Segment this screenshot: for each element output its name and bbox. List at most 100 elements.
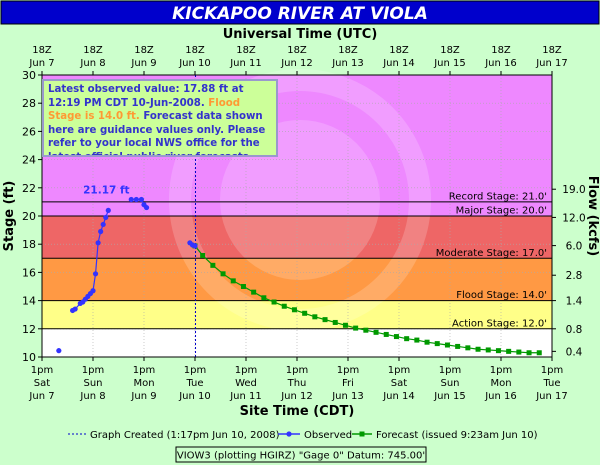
bottom-tick-day: Tue	[542, 378, 560, 389]
forecast-point	[465, 345, 471, 351]
top-tick-date: Jun 14	[382, 58, 415, 69]
y-tick-label: 22	[22, 182, 36, 195]
forecast-point	[495, 348, 501, 354]
top-tick-date: Jun 11	[229, 58, 262, 69]
top-tick-hour: 18Z	[491, 45, 511, 56]
observed-point	[100, 221, 106, 228]
top-tick-date: Jun 15	[433, 58, 466, 69]
y-tick-label: 28	[22, 97, 36, 110]
top-axis-label: Universal Time (UTC)	[223, 27, 378, 42]
observed-series	[56, 196, 198, 354]
bottom-tick-time: 1pm	[286, 365, 308, 376]
top-tick-hour: 18Z	[440, 45, 460, 56]
forecast-point	[281, 303, 287, 309]
bottom-axis-ticks: 1pm Sat Jun 7 1pm Sun Jun 8 1pm Mon Jun 9 1pm Tue J…	[28, 357, 568, 402]
stage-label: Flood Stage: 14.0'	[456, 290, 547, 301]
bottom-tick-time: 1pm	[184, 365, 206, 376]
forecast-point	[485, 347, 491, 353]
bottom-tick-date: Jun 9	[130, 391, 156, 402]
observed-point	[95, 240, 101, 246]
title-bar	[0, 0, 600, 25]
forecast-point	[312, 314, 318, 320]
bottom-tick-time: 1pm	[31, 365, 53, 376]
top-tick-date: Jun 16	[484, 58, 517, 69]
forecast-point	[373, 329, 379, 335]
bottom-tick-day: Wed	[235, 378, 257, 389]
bottom-tick-time: 1pm	[388, 365, 410, 376]
y2-axis-label: Flow (kcfs)	[585, 176, 600, 256]
bottom-tick-date: Jun 16	[484, 391, 517, 402]
observed-point	[92, 271, 99, 277]
forecast-point	[444, 342, 450, 348]
observed-point	[90, 288, 96, 294]
info-note: Latest observed value: 17.88 ft at 12:19…	[42, 79, 278, 157]
stage-label: Major Stage: 20.0'	[456, 206, 547, 217]
y2-tick-label: 0.4	[566, 346, 583, 358]
forecast-point	[434, 341, 440, 347]
forecast-point	[261, 295, 267, 301]
observed-point	[56, 348, 62, 354]
forecast-point	[230, 278, 236, 284]
footer-box	[175, 446, 427, 463]
note-flood-stage-text: Flood Stage is 14.0 ft.	[48, 97, 241, 123]
legend-forecast-label: Forecast (issued 9:23am Jun 10)	[376, 430, 538, 441]
y-tick-label: 20	[22, 210, 36, 223]
top-tick-date: Jun 9	[130, 58, 156, 69]
stage-label: Moderate Stage: 17.0'	[436, 248, 547, 259]
top-tick-hour: 18Z	[83, 45, 103, 56]
top-tick-hour: 18Z	[185, 45, 205, 56]
bottom-tick-time: 1pm	[541, 365, 563, 376]
y-tick-label: 14	[22, 295, 36, 308]
forecast-point	[536, 350, 542, 356]
forecast-point	[393, 334, 399, 340]
forecast-point	[363, 327, 369, 333]
forecast-point	[332, 319, 338, 325]
y-axis-label: Stage (ft)	[2, 181, 17, 252]
stage-label: Record Stage: 21.0'	[449, 191, 547, 202]
observed-point	[105, 207, 111, 213]
forecast-point	[342, 322, 348, 328]
bottom-tick-date: Jun 11	[229, 391, 262, 402]
record-major-band	[42, 201, 552, 216]
y-tick-label: 16	[22, 266, 36, 279]
y-tick-label: 10	[22, 351, 36, 364]
y-tick-label: 18	[22, 238, 36, 251]
observed-point	[98, 228, 104, 235]
top-tick-date: Jun 12	[280, 58, 313, 69]
bottom-tick-day: Sat	[34, 378, 50, 389]
observed-point	[138, 196, 145, 203]
y-tick-label: 12	[22, 323, 36, 336]
bottom-tick-day: Sun	[83, 378, 102, 389]
top-tick-hour: 18Z	[338, 45, 358, 56]
y-tick-label: 26	[22, 125, 36, 138]
legend-observed-marker	[286, 431, 292, 437]
legend: Graph Created (1:17pm Jun 10, 2008) Obse…	[68, 430, 538, 441]
observed-point	[128, 196, 134, 203]
forecast-point	[475, 346, 481, 352]
legend-forecast-marker	[359, 431, 365, 437]
crest-label: 21.17 ft	[83, 185, 129, 197]
nws-watermark	[169, 69, 431, 331]
bottom-tick-day: Mon	[133, 378, 154, 389]
bottom-tick-time: 1pm	[235, 365, 257, 376]
observed-point	[103, 214, 109, 221]
top-tick-date: Jun 17	[535, 58, 568, 69]
forecast-point	[302, 310, 308, 316]
chart-title: KICKAPOO RIVER AT VIOLA	[172, 4, 428, 24]
bottom-tick-day: Mon	[490, 378, 511, 389]
bottom-tick-day: Sat	[391, 378, 407, 389]
forecast-point	[424, 339, 430, 345]
forecast-point	[251, 289, 257, 295]
forecast-point	[506, 348, 512, 354]
forecast-point	[240, 284, 246, 289]
bottom-tick-date: Jun 7	[28, 391, 54, 402]
forecast-point	[220, 271, 226, 277]
bottom-tick-date: Jun 14	[382, 391, 415, 402]
forecast-point	[200, 252, 206, 258]
forecast-point	[404, 336, 410, 342]
top-tick-hour: 18Z	[134, 45, 154, 56]
y2-tick-label: 0.8	[566, 324, 583, 336]
legend-created-label: Graph Created (1:17pm Jun 10, 2008)	[90, 430, 280, 441]
top-tick-hour: 18Z	[236, 45, 256, 56]
